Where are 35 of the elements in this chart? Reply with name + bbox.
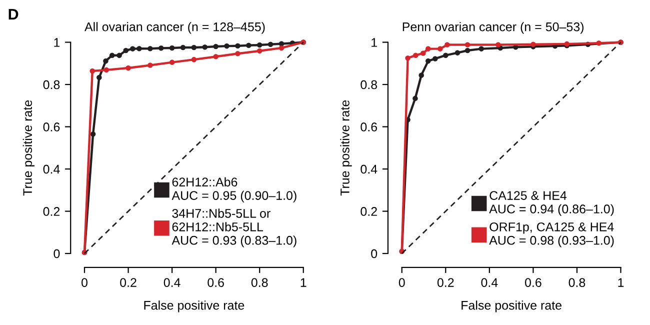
y-tick-label: 0.2	[43, 207, 60, 216]
legend-label: ORF1p, CA125 & HE4 AUC = 0.98 (0.93–1.0)	[489, 222, 614, 248]
x-axis-title: False positive rate	[144, 300, 244, 312]
x-tick-label: 0	[398, 278, 405, 287]
y-tick-label: 0.4	[43, 164, 60, 174]
y-tick-label: 1	[54, 38, 60, 47]
legend-label: CA125 & HE4 AUC = 0.94 (0.86–1.0)	[489, 191, 614, 216]
x-tick-label: 0.2	[437, 278, 454, 287]
y-tick-label: 0.2	[360, 207, 377, 216]
x-tick-label: 0	[82, 278, 88, 287]
y-tick-label: 0.6	[360, 122, 378, 132]
x-tick-label: 1	[618, 278, 624, 287]
legend-label: 34H7::Nb5-5LL or 62H12::Nb5-5LL AUC = 0.93 (0.83–1.0)	[172, 208, 296, 248]
x-tick-label: 0.4	[164, 278, 180, 287]
y-tick-label: 0.6	[43, 122, 60, 132]
x-tick-label: 0.8	[568, 278, 586, 287]
y-axis-title: True positive rate	[22, 100, 34, 196]
y-tick-label: 0	[371, 249, 378, 258]
x-tick-label: 0.2	[120, 278, 136, 287]
y-tick-label: 0	[54, 249, 60, 258]
x-axis-title: False positive rate	[462, 300, 562, 312]
y-tick-label: 0.8	[43, 80, 60, 90]
y-tick-label: 0.4	[360, 164, 378, 174]
x-tick-label: 0.4	[481, 278, 498, 287]
y-tick-label: 0.8	[360, 80, 378, 90]
x-tick-label: 0.8	[251, 278, 268, 287]
chart-title: All ovarian cancer (n = 128–455)	[84, 22, 265, 34]
text: D	[8, 8, 18, 20]
legend-label: 62H12::Ab6 AUC = 0.95 (0.90–1.0)	[172, 177, 296, 202]
y-tick-label: 1	[372, 38, 377, 47]
x-tick-label: 1	[300, 278, 306, 287]
chart-title: Penn ovarian cancer (n = 50–53)	[402, 22, 584, 34]
x-tick-label: 0.6	[525, 278, 542, 287]
y-axis-title: True positive rate	[340, 100, 352, 196]
x-tick-label: 0.6	[208, 278, 224, 287]
